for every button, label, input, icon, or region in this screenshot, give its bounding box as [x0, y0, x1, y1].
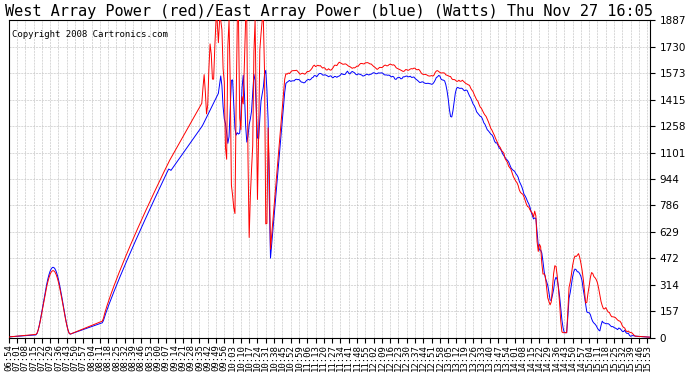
Title: West Array Power (red)/East Array Power (blue) (Watts) Thu Nov 27 16:05: West Array Power (red)/East Array Power …: [6, 4, 653, 19]
Text: Copyright 2008 Cartronics.com: Copyright 2008 Cartronics.com: [12, 30, 168, 39]
